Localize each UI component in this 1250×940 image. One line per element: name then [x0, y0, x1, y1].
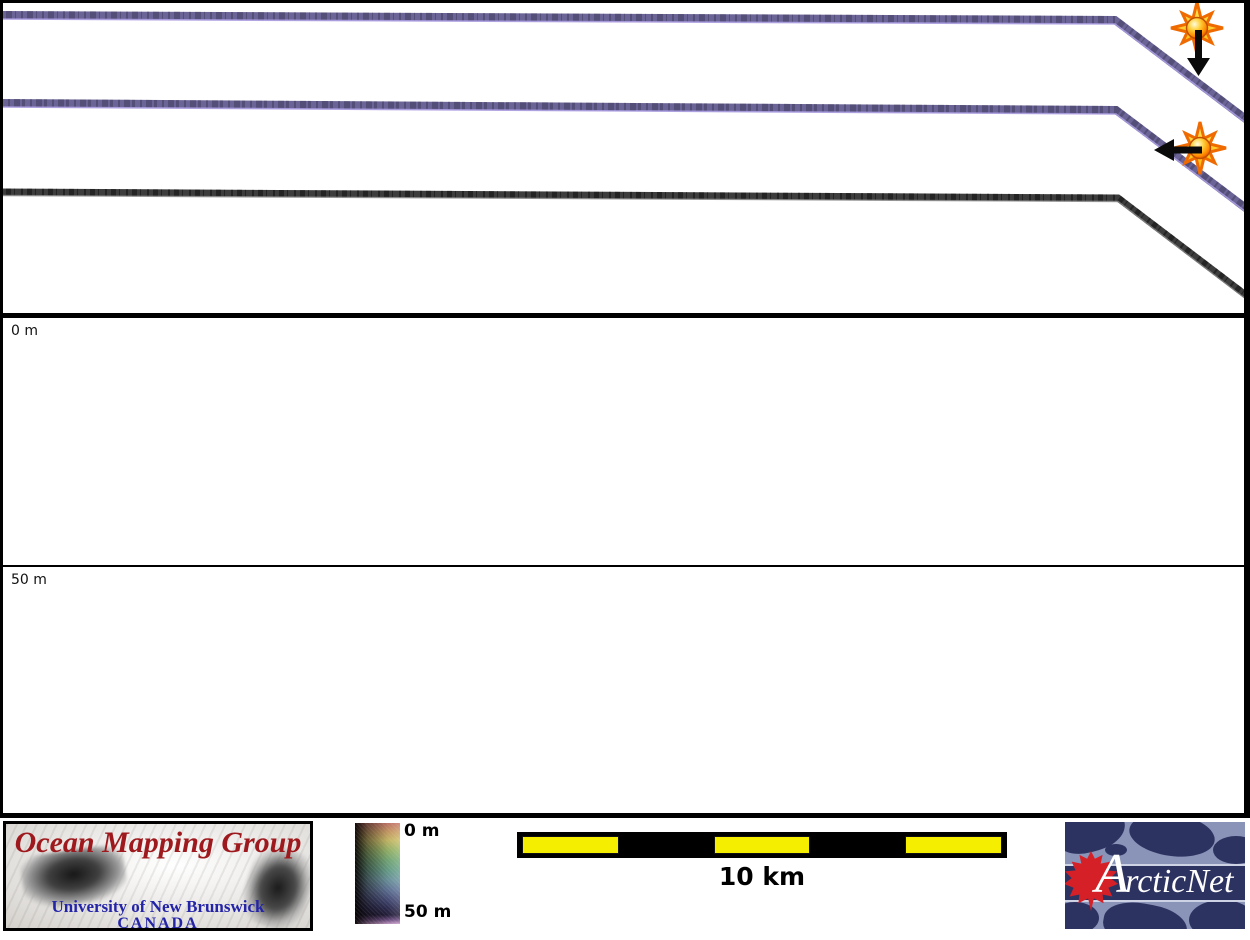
- ocean-mapping-group-logo: Ocean Mapping Group University of New Br…: [3, 821, 313, 931]
- panel-divider-band: [0, 313, 1250, 318]
- colorbar-bottom-label: 50 m: [404, 902, 452, 922]
- frame-border-right: [1244, 0, 1250, 818]
- scalebar-segment: [810, 836, 905, 854]
- profile-panel-0m: 0 m: [3, 318, 1244, 565]
- map-landmass-shape: [1105, 844, 1127, 856]
- scalebar-segment: [619, 836, 714, 854]
- map-landmass-shape: [1189, 900, 1245, 929]
- track-line-1: [0, 11, 1250, 124]
- down-arrow-icon: [1187, 30, 1210, 76]
- scalebar-segment: [713, 836, 811, 854]
- omg-country: CANADA: [117, 915, 199, 931]
- maple-leaf-icon: [1065, 851, 1119, 911]
- profile-divider-line: [0, 565, 1250, 567]
- map-landmass-shape: [1213, 836, 1245, 864]
- depth-colorbar: [355, 823, 400, 924]
- profile-panel-50m: 50 m: [3, 567, 1244, 813]
- scalebar-segment: [905, 836, 1002, 854]
- omg-title: Ocean Mapping Group: [14, 826, 302, 859]
- depth-label-0m: 0 m: [11, 323, 38, 339]
- depth-label-50m: 50 m: [11, 572, 47, 588]
- left-arrow-icon: [1154, 139, 1202, 161]
- scalebar-segment: [522, 836, 619, 854]
- track-line-2: [0, 99, 1250, 213]
- starburst-icon-1: [1170, 1, 1224, 55]
- frame-border-left: [0, 0, 3, 818]
- frame-border-top: [0, 0, 1250, 3]
- arcticnet-initial: A: [1095, 843, 1130, 905]
- arcticnet-rest: rcticNet: [1125, 863, 1234, 900]
- scalebar-label: 10 km: [718, 862, 806, 891]
- colorbar-top-label: 0 m: [404, 821, 440, 841]
- survey-track-map: [0, 1, 1250, 300]
- footer-divider-band: [0, 813, 1250, 818]
- footer-bar: Ocean Mapping Group University of New Br…: [0, 818, 1250, 940]
- track-line-3: [0, 188, 1250, 300]
- map-scalebar: [517, 832, 1007, 858]
- omg-subtitle: University of New Brunswick: [51, 897, 265, 916]
- survey-track-panel: [0, 0, 1250, 313]
